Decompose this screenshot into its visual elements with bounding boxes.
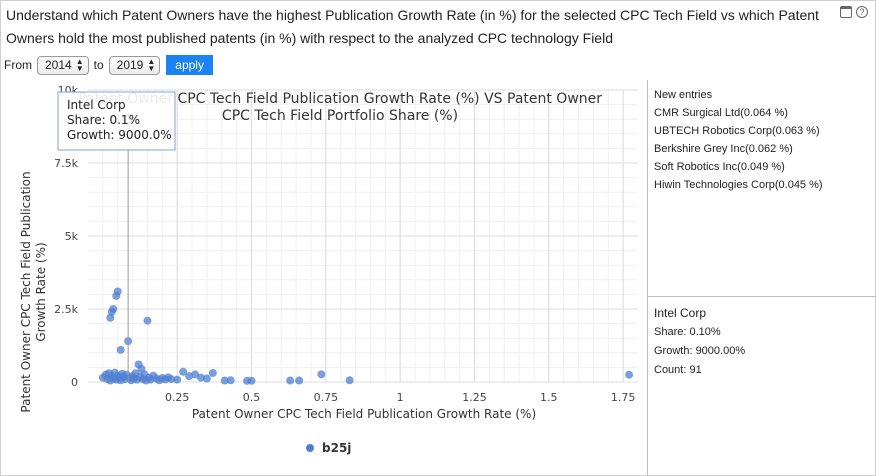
x-tick-label: 0.75 [314, 391, 339, 404]
y-tick-label: 0 [71, 376, 78, 389]
x-tick-label: 1.75 [611, 391, 636, 404]
data-point [191, 370, 200, 379]
help-icon[interactable]: ? [856, 6, 868, 18]
chart-legend[interactable]: b25j [306, 441, 351, 455]
x-tick-label: 0.25 [165, 391, 190, 404]
legend-swatch [306, 444, 314, 452]
panel-divider [648, 296, 876, 297]
to-label: to [93, 58, 104, 72]
year-filter: From 2014 ▲ ▼ to 2019 ▲ ▼ apply [4, 55, 213, 75]
x-tick-label: 1 [397, 391, 404, 404]
y-axis-label-line-1: Patent Owner CPC Tech Field Publication [19, 171, 33, 412]
data-point [112, 291, 121, 300]
new-entry-item: Soft Robotics Inc(0.049 %) [654, 161, 785, 173]
data-point [208, 368, 217, 377]
x-tick-label: 1.25 [462, 391, 487, 404]
data-point [202, 374, 211, 383]
data-point [247, 376, 256, 385]
x-tick-label: 0.5 [243, 391, 261, 404]
window-controls: ? [840, 6, 868, 18]
chart-points [98, 287, 634, 385]
y-tick-label: 7.5k [54, 157, 78, 170]
legend-label: b25j [322, 441, 351, 455]
point-tooltip: Intel Corp Share: 0.1% Growth: 9000.0% [57, 91, 176, 151]
maximize-icon[interactable] [840, 6, 852, 18]
from-label: From [4, 58, 32, 72]
data-point [226, 376, 235, 385]
y-axis-label-line-2: Growth Rate (%) [34, 242, 48, 341]
detail-count: Count: 91 [654, 364, 702, 376]
chart-title-line-1: Patent Owner CPC Tech Field Publication … [78, 91, 602, 107]
x-axis-label: Patent Owner CPC Tech Field Publication … [192, 407, 536, 421]
data-point [143, 316, 152, 325]
y-tick-label: 5k [65, 230, 79, 243]
detail-growth: Growth: 9000.00% [654, 345, 746, 357]
new-entries-list: New entries CMR Surgical Ltd(0.064 %) UB… [648, 80, 876, 194]
to-year-value: 2019 [116, 58, 144, 72]
scatter-chart: 0.25 0.5 0.75 1 1.25 1.5 1.75 0 2.5k 5k 7.5k 10k Pa… [0, 80, 648, 476]
selected-owner-detail: Intel Corp Share: 0.10% Growth: 9000.00%… [654, 304, 745, 380]
new-entry-item: CMR Surgical Ltd(0.064 %) [654, 107, 788, 119]
from-year-select[interactable]: 2014 ▲ ▼ [37, 55, 89, 75]
data-point [286, 376, 295, 385]
y-axis-label-group: Patent Owner CPC Tech Field Publication … [19, 171, 48, 412]
tooltip-name: Intel Corp [67, 98, 126, 112]
data-point [220, 376, 229, 385]
data-point [196, 373, 205, 382]
to-year-select[interactable]: 2019 ▲ ▼ [108, 55, 161, 75]
data-point [173, 375, 182, 384]
data-point [167, 375, 176, 384]
tooltip-growth: Growth: 9000.0% [67, 128, 172, 142]
widget-description: Understand which Patent Owners have the … [6, 7, 819, 46]
x-tick-label: 1.5 [540, 391, 558, 404]
data-point [345, 376, 354, 385]
y-tick-label: 2.5k [54, 303, 78, 316]
data-point [116, 345, 125, 354]
stepper-arrows-icon: ▲ ▼ [75, 57, 84, 73]
chart-title-line-2: CPC Tech Field Portfolio Share (%) [222, 108, 458, 124]
data-point [106, 313, 115, 322]
detail-owner-name: Intel Corp [654, 306, 707, 320]
stepper-arrows-icon: ▲ ▼ [147, 57, 156, 73]
data-point [625, 370, 634, 379]
new-entry-item: Berkshire Grey Inc(0.062 %) [654, 143, 793, 155]
tooltip-box [57, 91, 176, 151]
data-point [317, 370, 326, 379]
new-entries-title: New entries [654, 89, 713, 101]
tooltip-share: Share: 0.1% [67, 113, 140, 127]
detail-share: Share: 0.10% [654, 326, 721, 338]
new-entry-item: UBTECH Robotics Corp(0.063 %) [654, 125, 820, 137]
data-point [295, 376, 304, 385]
info-panel: New entries CMR Surgical Ltd(0.064 %) UB… [647, 80, 876, 476]
from-year-value: 2014 [45, 58, 72, 72]
chart-grid [88, 89, 638, 383]
apply-button[interactable]: apply [166, 55, 213, 75]
data-point [179, 367, 188, 376]
new-entry-item: Hiwin Technologies Corp(0.045 %) [654, 179, 823, 191]
